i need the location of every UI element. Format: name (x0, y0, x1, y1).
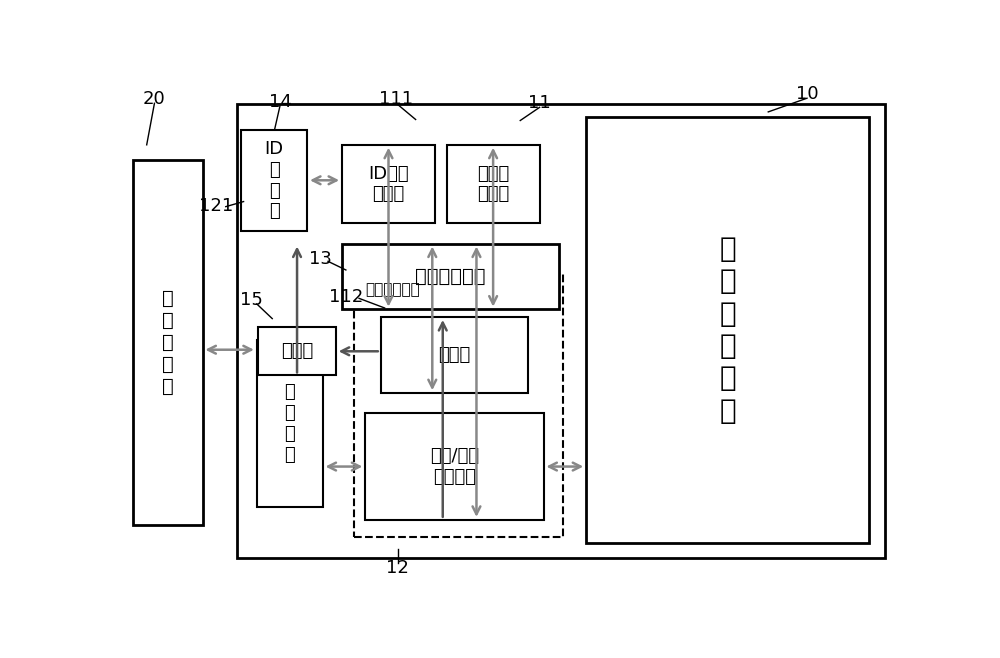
Bar (342, 145, 435, 223)
Text: 121: 121 (199, 197, 233, 215)
Bar (354, 274, 563, 538)
Bar (365, 413, 544, 520)
Bar (237, 104, 885, 558)
Text: 15: 15 (240, 291, 263, 309)
Bar (258, 327, 336, 375)
Text: 14: 14 (269, 93, 291, 111)
Text: 12: 12 (386, 559, 409, 577)
Bar (133, 160, 202, 525)
Text: 中央控制模块: 中央控制模块 (415, 267, 486, 286)
Text: 电量计: 电量计 (438, 346, 471, 364)
Text: 电池状
态存储: 电池状 态存储 (477, 164, 509, 203)
Text: 电
池
用
电
器: 电 池 用 电 器 (162, 289, 174, 396)
Text: 111: 111 (379, 90, 413, 108)
Text: 电
池
接
口: 电 池 接 口 (284, 384, 295, 464)
Text: 计时器: 计时器 (281, 342, 313, 361)
Text: 10: 10 (796, 85, 818, 103)
Text: 13: 13 (309, 250, 332, 268)
Text: ID
卡
插
槽: ID 卡 插 槽 (265, 140, 284, 220)
Text: 电
池
能
量
模
块: 电 池 能 量 模 块 (719, 235, 736, 425)
Bar (381, 317, 528, 393)
Bar (241, 130, 307, 231)
Text: 11: 11 (528, 94, 551, 113)
Text: 输入/输出
侦测单元: 输入/输出 侦测单元 (430, 447, 479, 486)
Bar (447, 145, 540, 223)
Bar (257, 340, 323, 507)
Text: 112: 112 (329, 288, 363, 306)
Text: 电量计量模块: 电量计量模块 (365, 282, 420, 297)
Text: 20: 20 (143, 90, 166, 108)
Bar (342, 243, 559, 309)
Text: ID卡读
写模块: ID卡读 写模块 (368, 164, 409, 203)
Bar (586, 117, 869, 543)
